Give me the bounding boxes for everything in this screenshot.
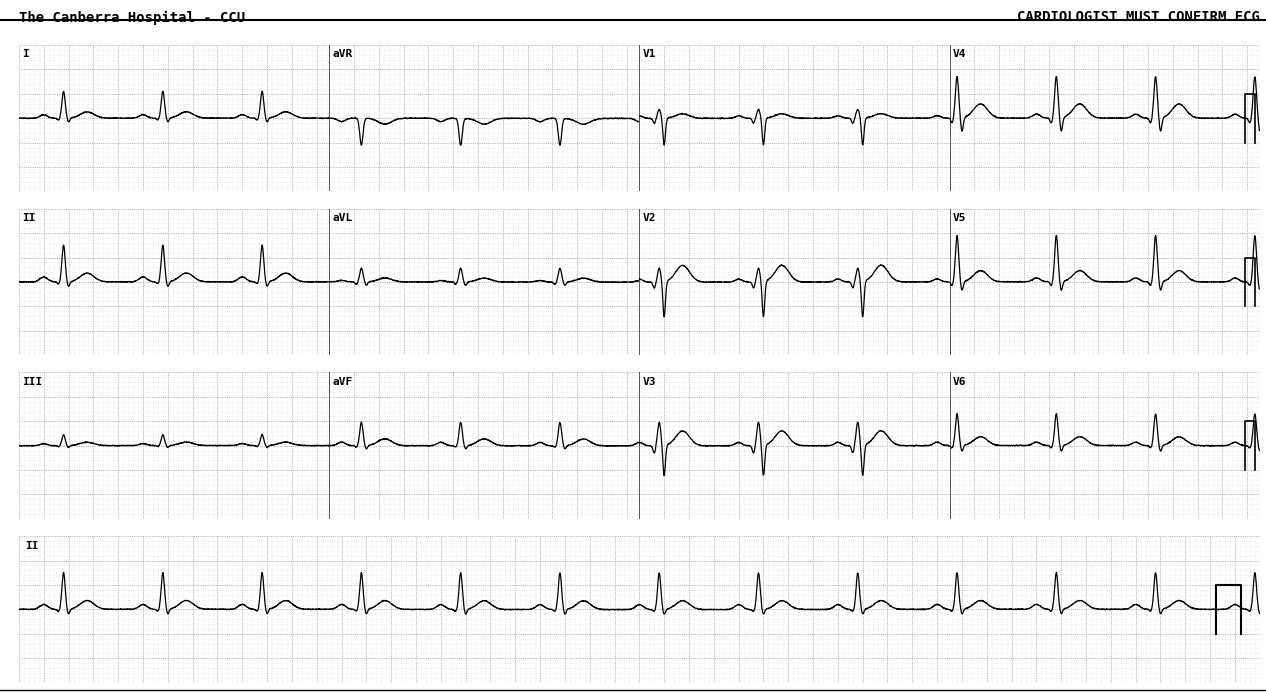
Text: CARDIOLOGIST MUST CONFIRM ECG: CARDIOLOGIST MUST CONFIRM ECG	[1017, 10, 1260, 24]
Text: V1: V1	[642, 49, 656, 60]
Text: V6: V6	[952, 377, 966, 387]
Text: V5: V5	[952, 213, 966, 223]
Text: II: II	[25, 541, 39, 551]
Text: aVR: aVR	[332, 49, 352, 60]
Text: V3: V3	[642, 377, 656, 387]
Text: The Canberra Hospital - CCU: The Canberra Hospital - CCU	[19, 10, 246, 24]
Text: V2: V2	[642, 213, 656, 223]
Text: I: I	[22, 49, 29, 60]
Text: V4: V4	[952, 49, 966, 60]
Text: aVF: aVF	[332, 377, 352, 387]
Text: II: II	[22, 213, 35, 223]
Text: III: III	[22, 377, 42, 387]
Text: aVL: aVL	[332, 213, 352, 223]
